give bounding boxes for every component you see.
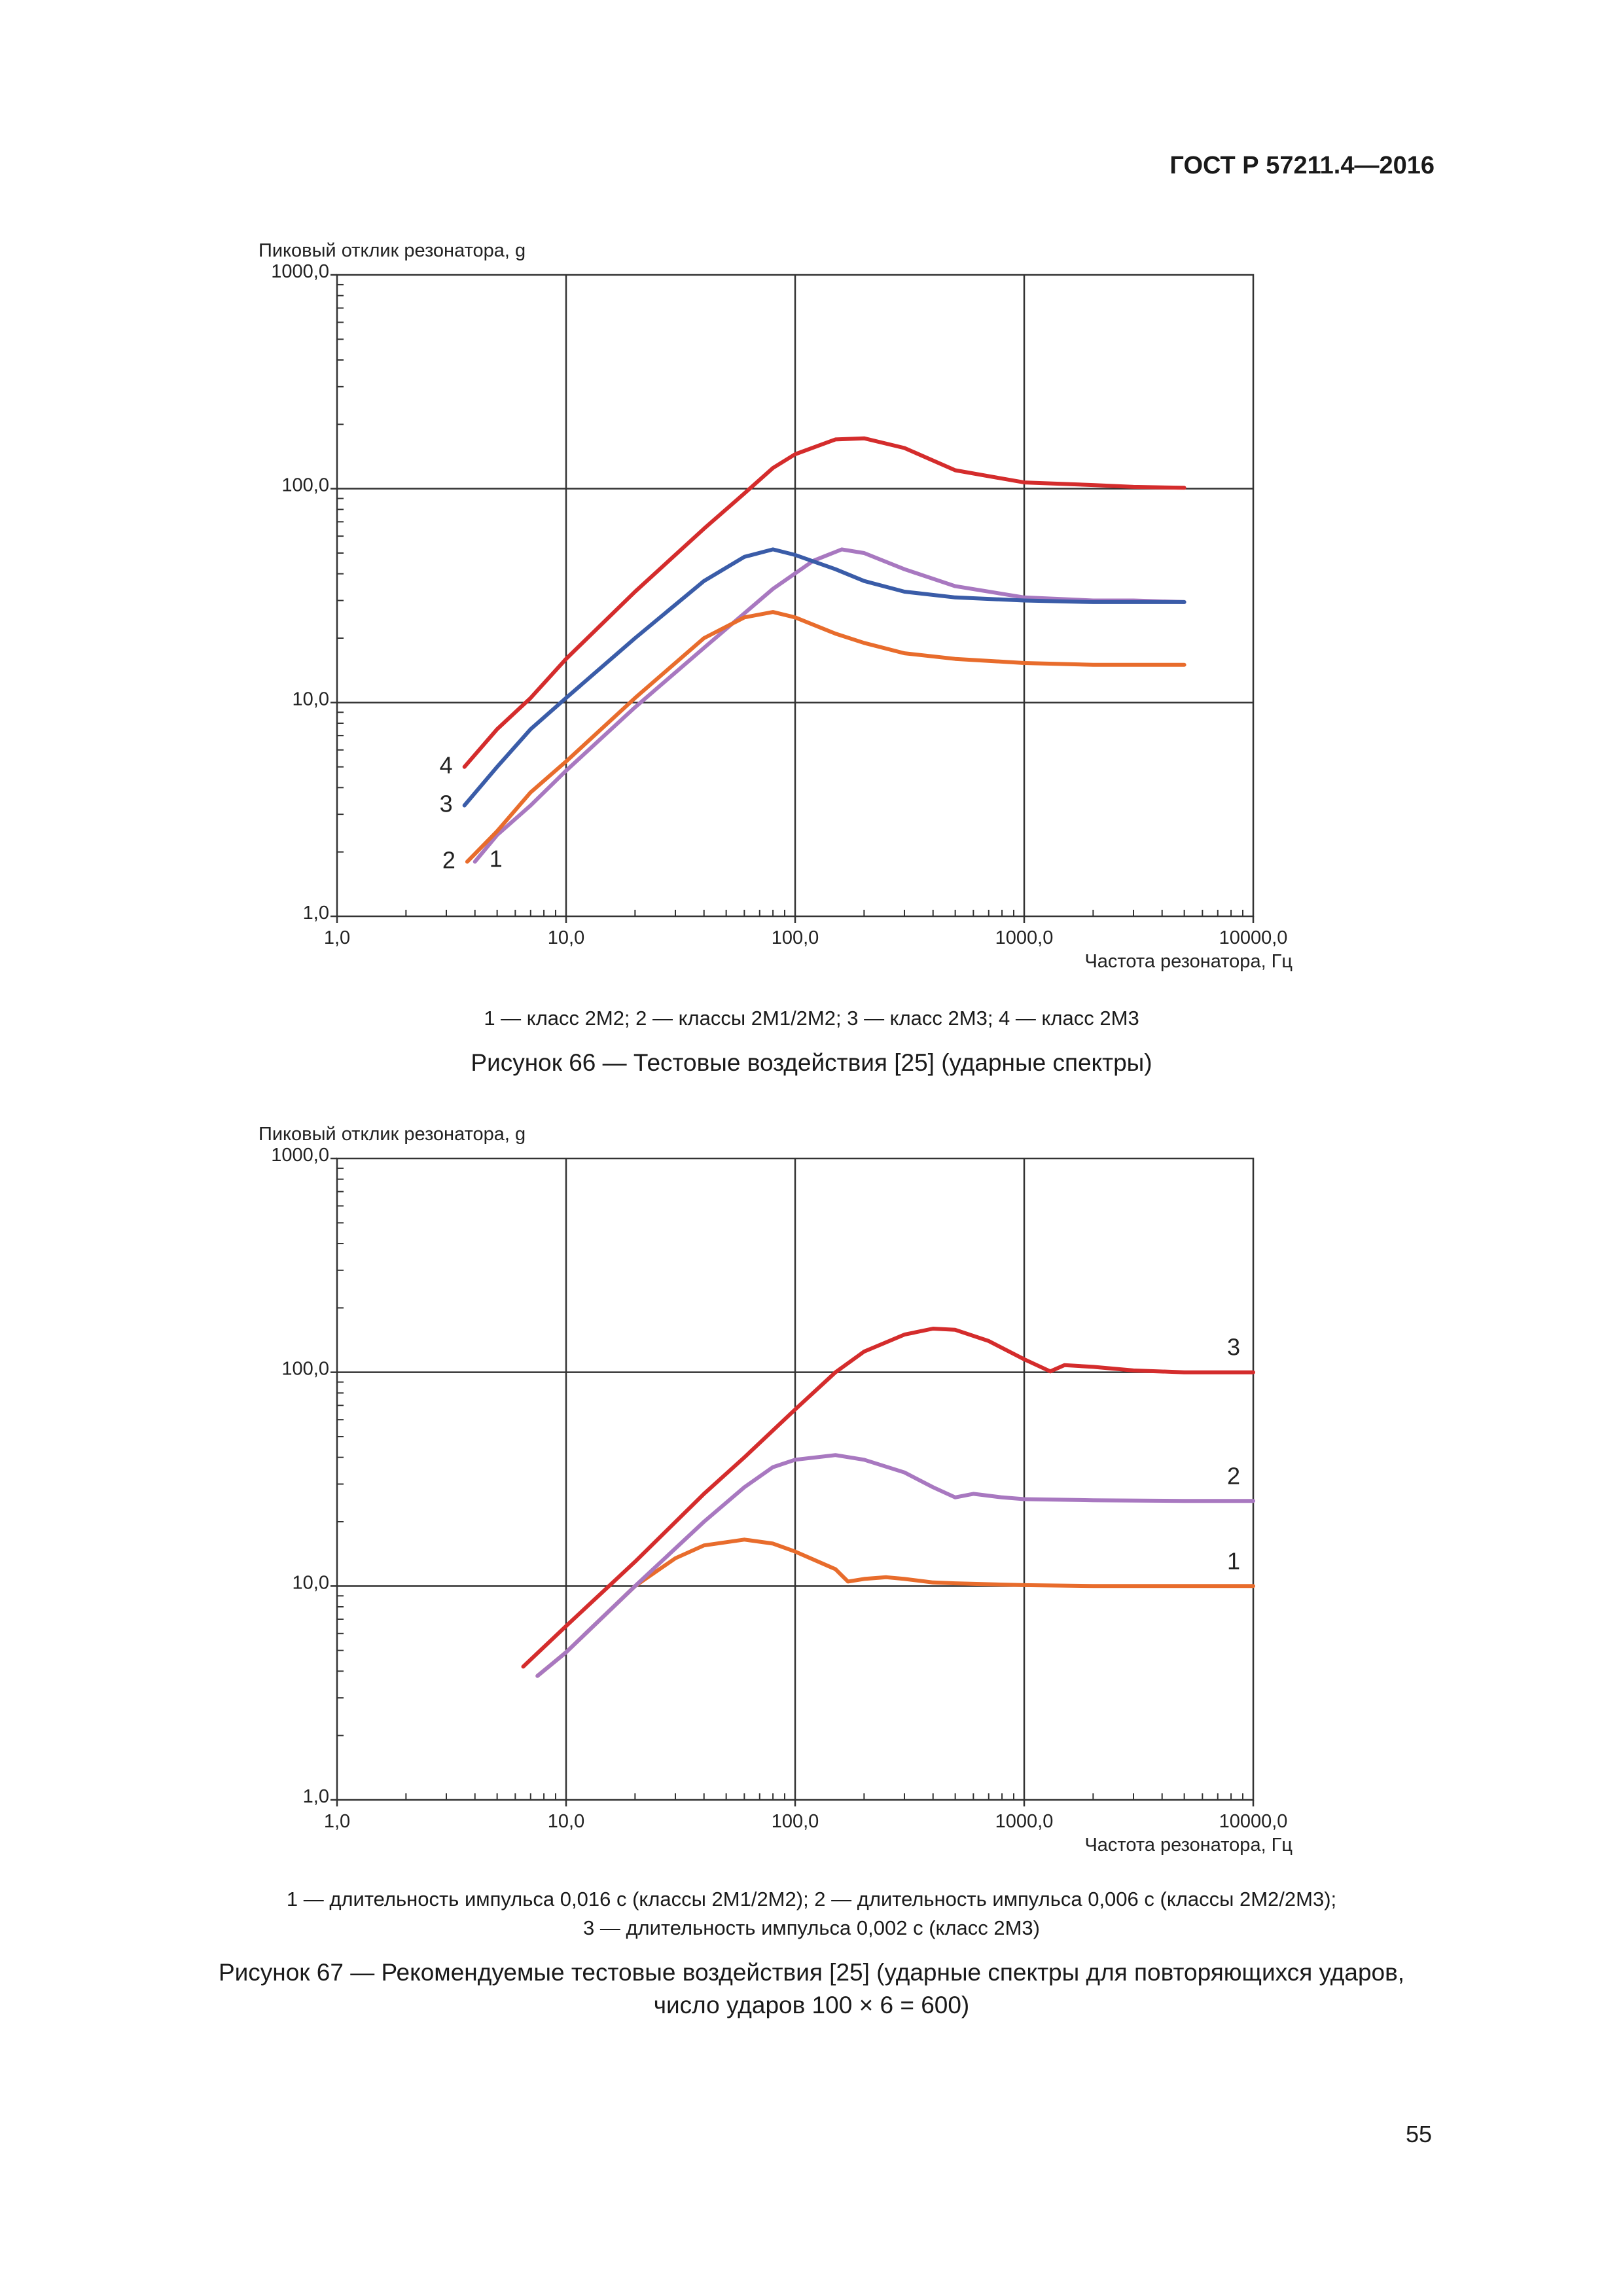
y-tick-label: 1,0 <box>303 1786 329 1807</box>
x-tick-label: 10000,0 <box>1219 927 1288 948</box>
y-axis-title: Пиковый отклик резонатора, g <box>259 240 526 261</box>
series-line-2 <box>465 610 1186 864</box>
figure-66-svg: 1,0 10,0 100,0 1000,0 10000,0 1,0 10,0 100,0 100… <box>259 240 1293 972</box>
y-tick-label: 10,0 <box>293 1572 329 1593</box>
series-line-4 <box>462 436 1186 769</box>
figure-67-chart: 1,0 10,0 100,0 1000,0 10000,0 1,0 10,0 100,0 100… <box>0 1106 1623 1865</box>
page-number: 55 <box>1405 2121 1432 2147</box>
x-axis-title: Частота резонатора, Гц <box>1084 951 1293 972</box>
series-label-3: 3 <box>440 791 453 817</box>
series-label-3: 3 <box>1227 1334 1240 1361</box>
series-line-1 <box>535 1537 1255 1678</box>
figure-67-legend-line-1: 1 — длительность импульса 0,016 с (класс… <box>286 1888 1337 1910</box>
y-tick-label: 1,0 <box>303 903 329 924</box>
x-tick-label: 100,0 <box>772 927 819 948</box>
series-line-3 <box>462 547 1186 808</box>
document-code: ГОСТ Р 57211.4—2016 <box>1169 152 1435 179</box>
x-axis-title: Частота резонатора, Гц <box>1084 1835 1293 1856</box>
x-tick-label: 10,0 <box>548 927 584 948</box>
x-tick-label: 1,0 <box>324 927 350 948</box>
figure-67-caption-line-2: число ударов 100 × 6 = 600) <box>653 1992 970 2018</box>
x-tick-label: 10000,0 <box>1219 1811 1288 1832</box>
series-label-4: 4 <box>440 752 453 779</box>
y-tick-label: 10,0 <box>293 689 329 709</box>
x-tick-label: 1,0 <box>324 1811 350 1832</box>
series-line-2 <box>535 1453 1255 1678</box>
series-label-1: 1 <box>1227 1547 1240 1574</box>
y-tick-label: 100,0 <box>281 1359 329 1380</box>
x-tick-label: 10,0 <box>548 1811 584 1832</box>
series-line-1 <box>473 547 1186 864</box>
x-tick-label: 100,0 <box>772 1811 819 1832</box>
figure-67-legend-line-2: 3 — длительность импульса 0,002 с (класс… <box>582 1916 1040 1939</box>
x-tick-label: 1000,0 <box>995 1811 1054 1832</box>
figure-66-caption: Рисунок 66 — Тестовые воздействия [25] (… <box>471 1049 1152 1076</box>
figure-66-chart: 1,0 10,0 100,0 1000,0 10000,0 1,0 10,0 100,0 100… <box>0 223 1623 982</box>
figure-67-svg: 1,0 10,0 100,0 1000,0 10000,0 1,0 10,0 100,0 100… <box>259 1124 1293 1856</box>
y-tick-label: 1000,0 <box>271 1145 329 1166</box>
y-tick-label: 1000,0 <box>271 261 329 282</box>
series-label-1: 1 <box>490 846 503 872</box>
series-label-2: 2 <box>442 847 455 874</box>
y-axis-title: Пиковый отклик резонатора, g <box>259 1124 526 1145</box>
series-line-3 <box>521 1327 1255 1669</box>
figure-66-legend: 1 — класс 2М2; 2 — классы 2М1/2М2; 3 — к… <box>484 1007 1139 1030</box>
x-tick-label: 1000,0 <box>995 927 1054 948</box>
y-tick-label: 100,0 <box>281 475 329 496</box>
figure-67-caption-line-1: Рисунок 67 — Рекомендуемые тестовые возд… <box>218 1959 1405 1986</box>
series-label-2: 2 <box>1227 1462 1240 1489</box>
